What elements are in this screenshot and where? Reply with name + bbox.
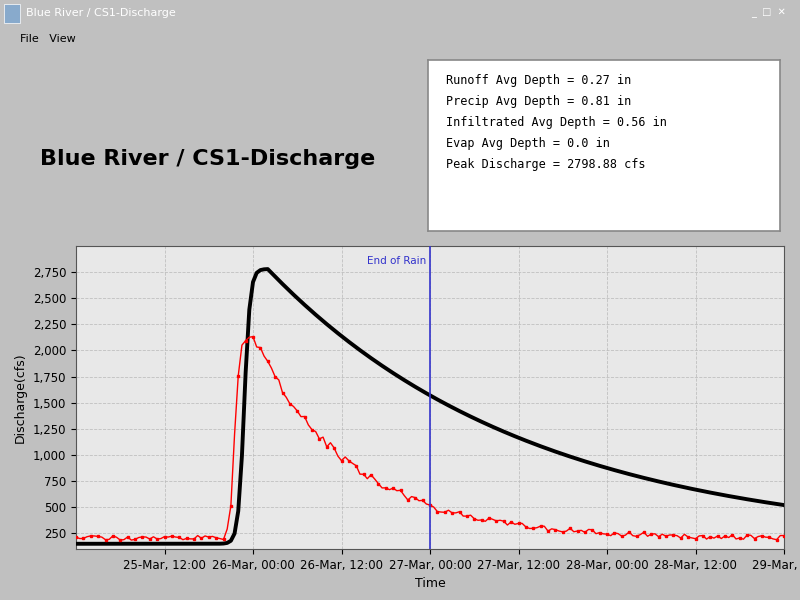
Y-axis label: Discharge(cfs): Discharge(cfs) <box>14 352 27 443</box>
X-axis label: Time: Time <box>414 577 446 590</box>
Text: _  □  ✕: _ □ ✕ <box>750 8 786 19</box>
Bar <box>4 4 20 23</box>
Text: Runoff Avg Depth = 0.27 in
Precip Avg Depth = 0.81 in
Infiltrated Avg Depth = 0.: Runoff Avg Depth = 0.27 in Precip Avg De… <box>446 74 666 170</box>
Text: Blue River / CS1-Discharge: Blue River / CS1-Discharge <box>26 8 175 19</box>
Text: File   View: File View <box>20 34 76 44</box>
Text: Blue River / CS1-Discharge: Blue River / CS1-Discharge <box>40 149 376 169</box>
Text: End of Rain: End of Rain <box>367 256 426 266</box>
